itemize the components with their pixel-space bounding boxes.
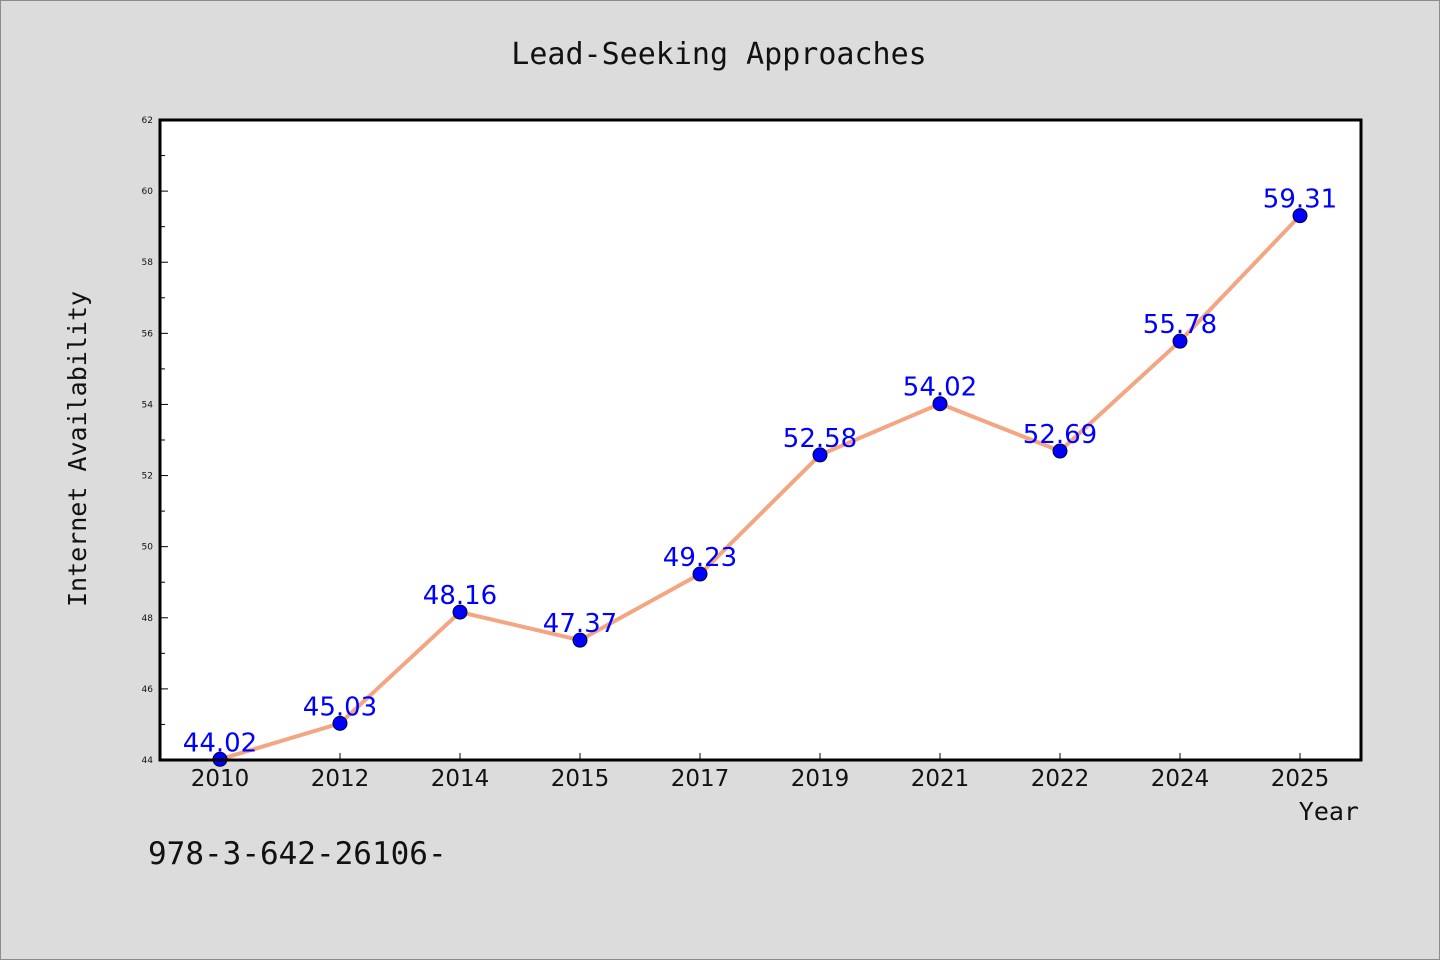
x-tick-label: 2021 (911, 766, 970, 792)
data-markers (212, 208, 1308, 767)
y-axis-title: Internet Availability (63, 291, 92, 607)
x-tick-label: 2025 (1271, 766, 1330, 792)
series-line (218, 213, 1302, 762)
y-tick-label: 56 (142, 329, 154, 339)
y-tick-label: 60 (142, 187, 154, 197)
y-tick-label: 52 (142, 472, 153, 482)
data-point-marker (1292, 208, 1308, 224)
plot-border (158, 118, 1363, 762)
data-point-marker (812, 447, 828, 463)
data-point-label: 49.23 (663, 543, 737, 573)
x-axis-title: Year (1299, 797, 1359, 826)
plot-area (160, 120, 1361, 760)
data-point-label: 52.58 (783, 424, 857, 454)
x-tick-label: 2012 (311, 766, 370, 792)
y-tick-label: 44 (142, 756, 154, 766)
data-point-label: 55.78 (1143, 310, 1217, 340)
data-point-label: 48.16 (423, 581, 497, 611)
x-tick-label: 2019 (791, 766, 850, 792)
data-point-label: 54.02 (903, 373, 977, 403)
data-point-marker (332, 715, 348, 731)
data-point-label: 47.37 (543, 609, 617, 639)
data-point-marker (1172, 333, 1188, 349)
y-tick-label: 58 (142, 258, 154, 268)
data-point-label: 45.03 (303, 692, 377, 722)
y-tick-label: 50 (142, 543, 154, 553)
y-tick-label: 46 (142, 685, 154, 695)
x-axis-ticks: 2010 2012 2014 2015 2017 2019 2021 2022 2024 2025 (191, 753, 1330, 792)
x-tick-label: 2014 (431, 766, 490, 792)
x-tick-label: 2017 (671, 766, 730, 792)
x-tick-label: 2024 (1151, 766, 1210, 792)
x-tick-label: 2015 (551, 766, 610, 792)
x-tick-label: 2022 (1031, 766, 1090, 792)
y-tick-label: 62 (142, 116, 153, 126)
x-tick-label: 2010 (191, 766, 250, 792)
y-tick-label: 54 (142, 400, 154, 410)
data-labels: 44.02 45.03 48.16 47.37 49.23 52.58 54.02 52.69… (183, 185, 1337, 759)
isbn-footer-text: 978-3-642-26106- (148, 836, 447, 872)
data-point-marker (692, 566, 708, 582)
data-point-marker (572, 632, 588, 648)
data-point-marker (1052, 443, 1068, 459)
data-point-marker (452, 604, 468, 620)
data-point-label: 59.31 (1263, 185, 1337, 215)
chart-title: Lead-Seeking Approaches (511, 37, 926, 72)
data-point-label: 52.69 (1023, 420, 1097, 450)
data-point-label: 44.02 (183, 728, 257, 758)
data-point-marker (932, 396, 948, 412)
y-tick-label: 48 (142, 614, 154, 624)
